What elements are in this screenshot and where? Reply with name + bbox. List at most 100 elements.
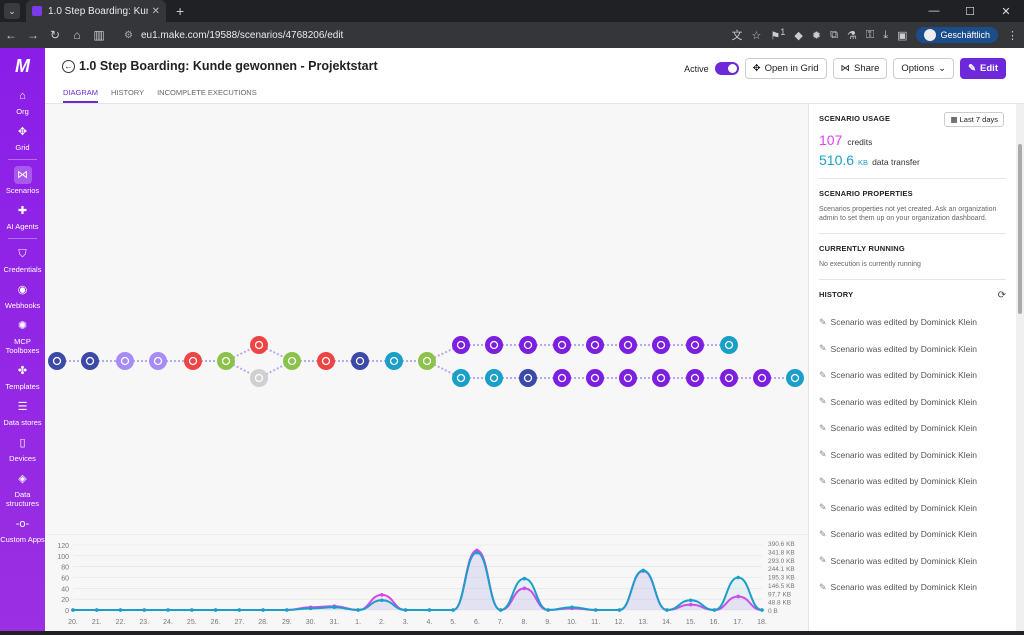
series-point[interactable] xyxy=(570,605,574,610)
module-node[interactable] xyxy=(81,352,99,370)
module-node[interactable] xyxy=(619,336,637,354)
series-point[interactable] xyxy=(356,608,360,612)
module-node[interactable] xyxy=(686,336,704,354)
sidebar-item-webhooks[interactable]: ◉ Webhooks xyxy=(0,278,45,314)
share-button[interactable]: ⋈ Share xyxy=(832,58,888,79)
tab-history[interactable]: HISTORY xyxy=(111,88,145,97)
series-point[interactable] xyxy=(522,586,527,591)
module-node[interactable] xyxy=(586,369,604,387)
close-tab-icon[interactable]: ✕ xyxy=(151,5,160,17)
history-item[interactable]: ✎ Scenario was edited by Dominick Klein xyxy=(819,442,1006,469)
module-node[interactable] xyxy=(786,369,804,387)
sidebar-item-ai-agents[interactable]: ✚ AI Agents xyxy=(0,199,45,235)
active-toggle[interactable] xyxy=(714,62,739,75)
sidebar-item-devices[interactable]: ▯ Devices xyxy=(0,431,45,467)
maximize-icon[interactable]: ☐ xyxy=(965,5,975,18)
series-point[interactable] xyxy=(712,608,717,612)
sidebar-item-grid[interactable]: ✥ Grid xyxy=(0,120,45,156)
sidebar-item-custom-apps[interactable]: -o- Custom Apps xyxy=(0,512,45,548)
series-point[interactable] xyxy=(522,576,527,581)
module-node[interactable] xyxy=(686,369,704,387)
module-node[interactable] xyxy=(720,336,738,354)
series-point[interactable] xyxy=(498,608,503,612)
series-point[interactable] xyxy=(142,608,147,612)
module-node[interactable] xyxy=(619,369,637,387)
back-arrow-icon[interactable]: ← xyxy=(62,60,75,73)
series-point[interactable] xyxy=(427,608,432,612)
back-icon[interactable]: ← xyxy=(5,28,17,42)
lab-icon[interactable]: ⚗ xyxy=(846,29,857,42)
series-point[interactable] xyxy=(332,605,337,610)
sidebar-item-data-structures[interactable]: ◈ Data structures xyxy=(0,467,45,512)
module-node[interactable] xyxy=(452,369,470,387)
sidebar-item-org[interactable]: ⌂ Org xyxy=(0,84,45,120)
history-item[interactable]: ✎ Scenario was edited by Dominick Klein xyxy=(819,495,1006,522)
sidebar-item-scenarios[interactable]: ⋈ Scenarios xyxy=(0,163,45,199)
make-logo[interactable]: M xyxy=(15,55,30,76)
scenario-canvas[interactable]: 120 100 80 60 40 20 0 390.6 KB 341.8 KB 293.0 KB 2… xyxy=(45,104,808,631)
home-icon[interactable]: ⌂ xyxy=(73,28,81,42)
module-node[interactable] xyxy=(485,369,503,387)
module-node[interactable] xyxy=(753,369,771,387)
extension-icon[interactable]: ⚑1 xyxy=(770,27,786,43)
module-node[interactable] xyxy=(116,352,134,370)
forward-icon[interactable]: → xyxy=(27,28,39,42)
module-node[interactable] xyxy=(283,352,301,370)
series-point[interactable] xyxy=(380,593,384,597)
tab-search-icon[interactable]: ⌄ xyxy=(4,3,20,19)
options-button[interactable]: Options ⌄ xyxy=(893,58,955,79)
history-item[interactable]: ✎ Scenario was edited by Dominick Klein xyxy=(819,309,1006,336)
close-window-icon[interactable]: ✕ xyxy=(1001,5,1011,18)
series-point[interactable] xyxy=(118,608,123,612)
menu-icon[interactable]: ⋮ xyxy=(1007,29,1018,42)
module-node[interactable] xyxy=(553,336,571,354)
minimize-icon[interactable]: — xyxy=(928,5,940,17)
module-node[interactable] xyxy=(553,369,571,387)
sidebar-item-data-stores[interactable]: ☰ Data stores xyxy=(0,395,45,431)
open-in-grid-button[interactable]: ✥ Open in Grid xyxy=(744,58,827,79)
series-point[interactable] xyxy=(736,594,741,599)
series-point[interactable] xyxy=(213,608,218,612)
sidebar-item-templates[interactable]: ✤ Templates xyxy=(0,359,45,395)
tag-extension-icon[interactable]: ◆ xyxy=(794,29,803,42)
module-node[interactable] xyxy=(351,352,369,370)
sidebar-item-mcp-toolboxes[interactable]: ✺ MCP Toolboxes xyxy=(0,314,45,359)
series-point[interactable] xyxy=(736,575,741,580)
history-item[interactable]: ✎ Scenario was edited by Dominick Klein xyxy=(819,548,1006,575)
new-tab-icon[interactable]: + xyxy=(176,3,185,19)
series-point[interactable] xyxy=(285,608,289,612)
module-node[interactable] xyxy=(485,336,503,354)
module-node[interactable] xyxy=(519,369,537,387)
series-point[interactable] xyxy=(546,608,550,612)
series-point[interactable] xyxy=(688,598,693,603)
profile-button[interactable]: Geschäftlich xyxy=(916,27,998,43)
edit-button[interactable]: ✎ Edit xyxy=(960,58,1006,79)
series-point[interactable] xyxy=(308,606,313,611)
bug-extension-icon[interactable]: ✹ xyxy=(811,29,822,42)
series-point[interactable] xyxy=(189,608,194,612)
module-node[interactable] xyxy=(652,369,670,387)
module-node[interactable] xyxy=(586,336,604,354)
series-point[interactable] xyxy=(166,608,170,612)
module-node[interactable] xyxy=(452,336,470,354)
sidebar-item-credentials[interactable]: ⛉ Credentials xyxy=(0,242,45,278)
history-item[interactable]: ✎ Scenario was edited by Dominick Klein xyxy=(819,362,1006,389)
sidebar-toggle-icon[interactable]: ▥ xyxy=(93,28,105,42)
series-point[interactable] xyxy=(451,608,455,612)
history-item[interactable]: ✎ Scenario was edited by Dominick Klein xyxy=(819,389,1006,416)
series-point[interactable] xyxy=(641,568,646,573)
date-range-button[interactable]: ▦ Last 7 days xyxy=(944,112,1004,127)
series-point[interactable] xyxy=(475,550,479,555)
panel-scrollbar[interactable] xyxy=(1016,104,1024,631)
puzzle-extension-icon[interactable]: ⧉ xyxy=(830,28,838,41)
module-node[interactable] xyxy=(250,336,268,354)
history-item[interactable]: ✎ Scenario was edited by Dominick Klein xyxy=(819,415,1006,442)
key-icon[interactable]: ⚿ xyxy=(865,28,875,41)
module-node[interactable] xyxy=(250,369,268,387)
scenario-flow-diagram[interactable] xyxy=(45,274,808,574)
bookmark-star-icon[interactable]: ☆ xyxy=(751,29,762,42)
site-info-icon[interactable]: ⚙ xyxy=(124,29,133,41)
history-item[interactable]: ✎ Scenario was edited by Dominick Klein xyxy=(819,336,1006,363)
series-point[interactable] xyxy=(380,598,384,603)
tab-diagram[interactable]: DIAGRAM xyxy=(63,88,99,103)
